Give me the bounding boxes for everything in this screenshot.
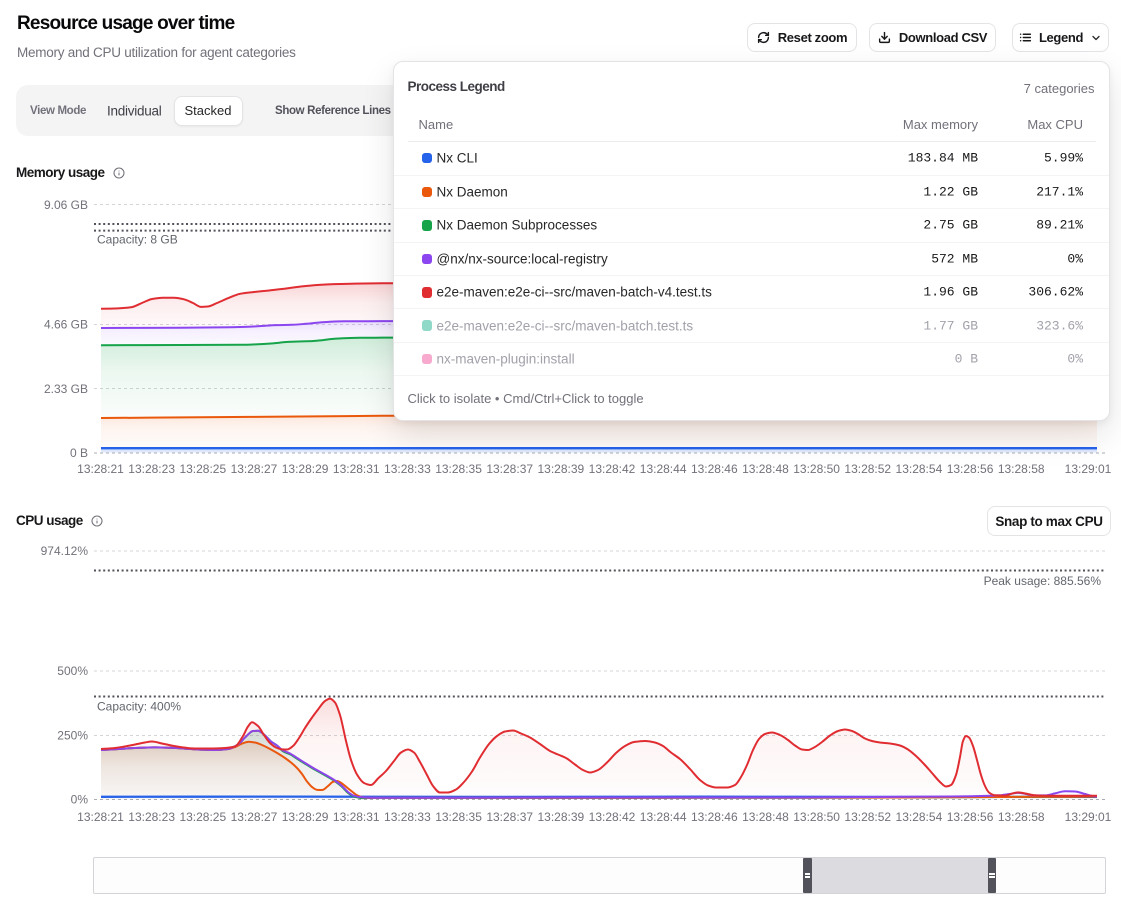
svg-text:2.33 GB: 2.33 GB bbox=[44, 382, 88, 396]
svg-text:13:28:27: 13:28:27 bbox=[231, 810, 278, 824]
svg-text:13:29:01: 13:29:01 bbox=[1065, 810, 1112, 824]
svg-text:0 B: 0 B bbox=[70, 446, 88, 460]
svg-text:13:28:29: 13:28:29 bbox=[282, 462, 329, 476]
svg-text:13:28:23: 13:28:23 bbox=[128, 810, 175, 824]
svg-text:13:28:48: 13:28:48 bbox=[742, 462, 789, 476]
svg-text:13:28:35: 13:28:35 bbox=[435, 810, 482, 824]
svg-text:13:28:48: 13:28:48 bbox=[742, 810, 789, 824]
svg-text:13:29:01: 13:29:01 bbox=[1065, 462, 1112, 476]
svg-text:13:28:33: 13:28:33 bbox=[384, 810, 431, 824]
svg-text:13:28:23: 13:28:23 bbox=[128, 462, 175, 476]
svg-text:13:28:29: 13:28:29 bbox=[282, 810, 329, 824]
svg-text:13:28:39: 13:28:39 bbox=[537, 462, 584, 476]
svg-text:13:28:39: 13:28:39 bbox=[537, 810, 584, 824]
svg-text:13:28:58: 13:28:58 bbox=[998, 462, 1045, 476]
svg-text:13:28:44: 13:28:44 bbox=[640, 810, 687, 824]
svg-text:13:28:56: 13:28:56 bbox=[947, 810, 994, 824]
svg-text:13:28:56: 13:28:56 bbox=[947, 462, 994, 476]
svg-text:13:28:44: 13:28:44 bbox=[640, 462, 687, 476]
svg-text:13:28:31: 13:28:31 bbox=[333, 462, 380, 476]
svg-text:13:28:25: 13:28:25 bbox=[179, 462, 226, 476]
svg-text:13:28:21: 13:28:21 bbox=[77, 810, 124, 824]
svg-text:13:28:31: 13:28:31 bbox=[333, 810, 380, 824]
svg-text:13:28:25: 13:28:25 bbox=[179, 810, 226, 824]
svg-text:13:28:42: 13:28:42 bbox=[589, 462, 636, 476]
svg-text:0%: 0% bbox=[71, 793, 89, 807]
svg-text:974.12%: 974.12% bbox=[41, 544, 89, 558]
svg-text:13:28:46: 13:28:46 bbox=[691, 810, 738, 824]
svg-text:13:28:35: 13:28:35 bbox=[435, 462, 482, 476]
svg-text:13:28:46: 13:28:46 bbox=[691, 462, 738, 476]
svg-text:13:28:50: 13:28:50 bbox=[793, 462, 840, 476]
svg-text:13:28:37: 13:28:37 bbox=[486, 810, 533, 824]
svg-text:13:28:52: 13:28:52 bbox=[844, 810, 891, 824]
svg-text:13:28:33: 13:28:33 bbox=[384, 462, 431, 476]
svg-text:13:28:21: 13:28:21 bbox=[77, 462, 124, 476]
svg-text:500%: 500% bbox=[57, 664, 88, 678]
svg-text:13:28:27: 13:28:27 bbox=[231, 462, 278, 476]
svg-text:13:28:50: 13:28:50 bbox=[793, 810, 840, 824]
svg-text:13:28:42: 13:28:42 bbox=[589, 810, 636, 824]
svg-text:250%: 250% bbox=[57, 729, 88, 743]
svg-text:4.66 GB: 4.66 GB bbox=[44, 318, 88, 332]
svg-text:13:28:54: 13:28:54 bbox=[896, 810, 943, 824]
svg-text:13:28:58: 13:28:58 bbox=[998, 810, 1045, 824]
svg-text:9.06 GB: 9.06 GB bbox=[44, 198, 88, 212]
svg-text:13:28:54: 13:28:54 bbox=[896, 462, 943, 476]
svg-text:Capacity: 400%: Capacity: 400% bbox=[97, 700, 181, 714]
svg-text:Peak usage: 885.56%: Peak usage: 885.56% bbox=[984, 574, 1102, 588]
svg-text:13:28:37: 13:28:37 bbox=[486, 462, 533, 476]
svg-text:Capacity: 8 GB: Capacity: 8 GB bbox=[97, 233, 178, 247]
svg-text:13:28:52: 13:28:52 bbox=[844, 462, 891, 476]
